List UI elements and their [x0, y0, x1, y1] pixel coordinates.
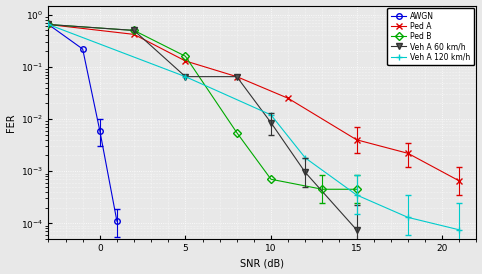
Ped A	[354, 138, 360, 141]
X-axis label: SNR (dB): SNR (dB)	[241, 258, 284, 269]
Line: Ped B: Ped B	[46, 22, 360, 192]
Veh A 60 km/h	[45, 23, 51, 26]
Legend: AWGN, Ped A, Ped B, Veh A 60 km/h, Veh A 120 km/h: AWGN, Ped A, Ped B, Veh A 60 km/h, Veh A…	[387, 8, 474, 65]
Veh A 60 km/h	[268, 121, 274, 124]
Y-axis label: FER: FER	[6, 113, 15, 132]
Ped A	[456, 179, 462, 182]
Line: AWGN: AWGN	[46, 22, 120, 224]
Veh A 120 km/h	[456, 228, 462, 232]
AWGN	[80, 47, 86, 51]
Ped A	[183, 59, 188, 62]
Ped B	[131, 29, 137, 32]
Veh A 60 km/h	[302, 171, 308, 174]
Ped B	[354, 188, 360, 191]
Veh A 120 km/h	[45, 23, 51, 26]
Ped B	[320, 188, 325, 191]
Line: Veh A 60 km/h: Veh A 60 km/h	[45, 21, 360, 233]
AWGN	[114, 219, 120, 223]
Veh A 120 km/h	[183, 75, 188, 78]
Veh A 120 km/h	[268, 113, 274, 116]
Veh A 120 km/h	[302, 156, 308, 159]
Line: Ped A: Ped A	[45, 21, 463, 184]
Ped B	[234, 131, 240, 134]
Veh A 120 km/h	[405, 216, 411, 219]
Veh A 60 km/h	[183, 75, 188, 78]
Veh A 60 km/h	[131, 29, 137, 32]
Veh A 60 km/h	[354, 228, 360, 232]
Ped A	[234, 75, 240, 78]
Veh A 60 km/h	[234, 75, 240, 78]
Ped A	[285, 97, 291, 100]
Ped A	[131, 33, 137, 36]
Ped B	[183, 55, 188, 58]
AWGN	[45, 23, 51, 26]
Veh A 120 km/h	[354, 193, 360, 197]
AWGN	[97, 129, 103, 132]
Line: Veh A 120 km/h: Veh A 120 km/h	[45, 21, 463, 233]
Ped B	[268, 178, 274, 181]
Ped A	[45, 23, 51, 26]
Ped B	[45, 23, 51, 26]
Ped A	[405, 152, 411, 155]
